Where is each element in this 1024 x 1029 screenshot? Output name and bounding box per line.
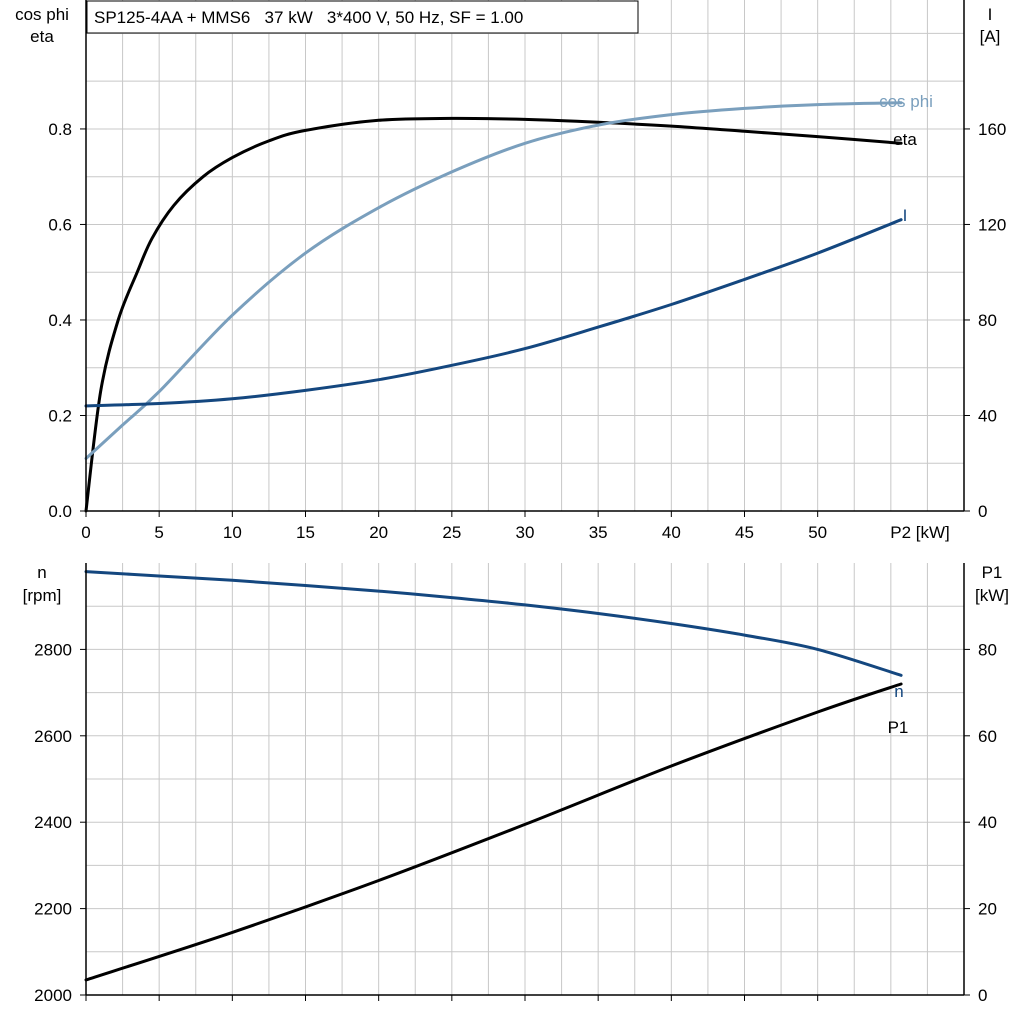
tick-labels: 2000 2200 2400 2600 2800 0 20 40 60 80: [34, 640, 997, 1005]
series-line-cos-phi: [84, 101, 903, 460]
y-right-label-line1: P1: [982, 563, 1003, 582]
x-tick-label: 40: [662, 523, 681, 542]
y-left-label-line2: eta: [30, 27, 54, 46]
y-right-tick-label: 120: [978, 215, 1006, 234]
chart-title: SP125-4AA + MMS6 37 kW 3*400 V, 50 Hz, S…: [94, 8, 523, 27]
y-left-tick-label: 2800: [34, 640, 72, 659]
panel-speed-power: 2000 2200 2400 2600 2800 0 20 40 60 80 n [rpm] P1…: [23, 563, 1009, 1005]
series-label-i: I: [903, 206, 908, 225]
x-tick-label: 35: [589, 523, 608, 542]
x-tick-label: 25: [442, 523, 461, 542]
y-right-label-line2: [kW]: [975, 586, 1009, 605]
y-left-tick-label: 0.2: [48, 406, 72, 425]
y-left-tick-label: 2200: [34, 900, 72, 919]
series-group: [84, 570, 903, 982]
series-label-cos-phi: cos phi: [879, 92, 933, 111]
y-left-label-line1: cos phi: [15, 5, 69, 24]
x-tick-label: 20: [369, 523, 388, 542]
y-right-tick-label: 80: [978, 311, 997, 330]
x-axis-label: P2 [kW]: [890, 523, 950, 542]
y-right-label-line1: I: [988, 5, 993, 24]
y-right-tick-label: 60: [978, 727, 997, 746]
x-tick-label: 15: [296, 523, 315, 542]
y-left-tick-label: 2600: [34, 727, 72, 746]
x-tick-label: 5: [154, 523, 163, 542]
y-right-tick-label: 0: [978, 986, 987, 1005]
y-left-tick-label: 0.6: [48, 215, 72, 234]
y-left-tick-label: 2000: [34, 986, 72, 1005]
y-left-tick-label: 0.8: [48, 120, 72, 139]
x-tick-label: 45: [735, 523, 754, 542]
x-tick-label: 10: [223, 523, 242, 542]
x-tick-label: 50: [808, 523, 827, 542]
panel-efficiency-current: 0 5 10 15 20 25 30 35 40 45 50 0.0 0.2 0.4 0.6 0.8 0 40 80…: [15, 0, 1006, 542]
grid: [86, 563, 964, 995]
series-group: [84, 101, 903, 513]
y-left-label-line1: n: [37, 563, 46, 582]
series-line-eta: [84, 116, 903, 513]
grid: [86, 0, 964, 511]
y-right-tick-label: 40: [978, 813, 997, 832]
plot-frame: [80, 0, 970, 517]
plot-frame: [80, 563, 970, 1001]
series-label-n: n: [894, 682, 903, 701]
y-left-tick-label: 0.4: [48, 311, 72, 330]
y-right-tick-label: 80: [978, 640, 997, 659]
x-tick-label: 0: [81, 523, 90, 542]
y-right-label-line2: [A]: [980, 27, 1001, 46]
y-right-tick-label: 20: [978, 900, 997, 919]
series-line-i: [84, 218, 903, 408]
y-right-tick-label: 40: [978, 406, 997, 425]
y-right-tick-label: 160: [978, 120, 1006, 139]
series-label-eta: eta: [893, 130, 917, 149]
tick-labels: 0 5 10 15 20 25 30 35 40 45 50 0.0 0.2 0.4 0.6 0.8 0 40 80…: [48, 120, 1006, 542]
series-line-p1: [84, 682, 903, 982]
title-frame: [86, 0, 639, 34]
series-label-p1: P1: [888, 718, 909, 737]
series-line-n: [84, 570, 903, 677]
y-left-label-line2: [rpm]: [23, 586, 62, 605]
title-box: SP125-4AA + MMS6 37 kW 3*400 V, 50 Hz, S…: [86, 0, 639, 34]
y-left-tick-label: 2400: [34, 813, 72, 832]
y-left-tick-label: 0.0: [48, 502, 72, 521]
y-right-tick-label: 0: [978, 502, 987, 521]
x-tick-label: 30: [516, 523, 535, 542]
